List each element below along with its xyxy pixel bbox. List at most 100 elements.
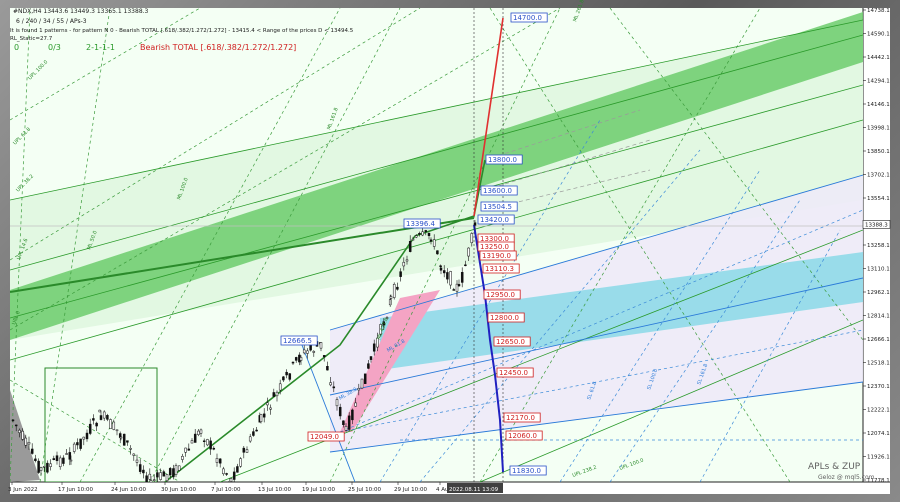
candle-body: [30, 448, 34, 454]
candle-body: [432, 239, 436, 247]
candle-body: [342, 420, 345, 426]
candle-body: [88, 423, 92, 434]
level-label-red: 13110.3: [485, 265, 514, 273]
candle-body: [37, 460, 40, 473]
watermark-line2: Geloz @ mql5.com: [818, 474, 875, 481]
level-box-red: [482, 263, 520, 274]
candle-body: [187, 448, 191, 451]
time-tick-label: 24 Jun 10:00: [111, 487, 146, 493]
symbol-line: #NDX,H4 13443.6 13449.3 13365.1 13388.3: [13, 8, 149, 15]
level-label-red: 12049.0: [310, 433, 339, 441]
candle-body: [329, 382, 332, 386]
candle-body: [363, 373, 367, 384]
candle-body: [69, 459, 73, 462]
time-tick-label: 19 Jul 10:00: [302, 487, 335, 493]
candle-body: [126, 440, 129, 443]
price-tick-label: 14146.1: [867, 102, 890, 108]
candle-body: [245, 449, 249, 453]
candle-body: [49, 463, 52, 467]
level-box-blue: [480, 185, 518, 196]
candle-body: [190, 440, 194, 444]
level-label-blue: 13504.5: [483, 203, 512, 211]
current-price-box: [862, 220, 891, 229]
level-label-red: 13190.0: [482, 252, 511, 260]
pink-wedge: [340, 290, 440, 432]
candle-body: [98, 409, 102, 413]
level-box-red: [505, 430, 543, 441]
level-box-blue: [403, 218, 441, 229]
level-box-red: [503, 412, 541, 423]
candle-body: [62, 457, 65, 464]
candle-body: [149, 480, 153, 482]
candle-body: [85, 432, 89, 440]
candle-body: [24, 437, 28, 446]
level-box-red: [483, 289, 521, 300]
level-label-blue: 14700.0: [513, 14, 542, 22]
candle-body: [209, 440, 212, 450]
candle-body: [439, 267, 443, 271]
candle-body: [218, 458, 222, 464]
price-tick-label: 12518.1: [867, 361, 890, 367]
time-tick-label: 3 Jun 2022: [8, 487, 38, 493]
candle-body: [408, 240, 412, 252]
candle-body: [457, 284, 461, 287]
candle-body: [27, 442, 31, 445]
candle-body: [470, 233, 474, 244]
candle-body: [255, 429, 258, 432]
price-tick-label: 12962.1: [867, 290, 890, 296]
label-upl-0: UPL 0: [11, 310, 22, 325]
candle-body: [396, 286, 399, 290]
candle-body: [335, 399, 339, 407]
candle-body: [79, 438, 82, 449]
candle-body: [152, 479, 156, 481]
candle-body: [424, 230, 428, 232]
candle-body: [122, 433, 126, 446]
price-tick-label: 13110.1: [867, 267, 890, 273]
candle-body: [446, 272, 449, 280]
candle-body: [225, 473, 228, 475]
candle-body: [109, 419, 112, 429]
level-boxes: 14700.0 13800.0 13600.0 13504.5 13420.0 13396…: [280, 12, 548, 476]
params-line: 6 / 240 / 34 / 55 / APs-3: [16, 18, 87, 25]
candle-body: [135, 459, 139, 463]
candle-body: [248, 436, 252, 442]
candle-body: [68, 452, 72, 460]
candle-body: [236, 466, 239, 473]
zigzag-green: [10, 217, 475, 293]
candle-body: [319, 342, 323, 349]
candle-body: [159, 472, 162, 480]
level-label-red: 13250.0: [480, 243, 509, 251]
candle-body: [212, 447, 216, 450]
level-label-blue: 13396.4: [406, 220, 435, 228]
grey-zone: [10, 390, 40, 482]
candle-body: [138, 464, 142, 472]
candle-body: [193, 433, 197, 443]
candle-body: [272, 392, 276, 397]
candle-body: [184, 447, 187, 453]
counter-c: 2-1-1-1: [86, 43, 115, 52]
candle-body: [129, 448, 132, 450]
time-tick-label: 30 Jun 10:00: [161, 487, 196, 493]
level-box-red: [479, 250, 517, 261]
price-axis: 14738.1 14590.1 14442.1 14294.1 14146.1 13998…: [862, 8, 891, 484]
candle-body: [369, 356, 373, 360]
candle-body: [266, 402, 269, 406]
level-label-red: 12800.0: [490, 314, 519, 322]
price-tick-label: 13258.1: [867, 243, 890, 249]
candle-body: [414, 235, 418, 238]
candle-body: [360, 378, 364, 389]
candle-body: [402, 261, 406, 267]
candle-body: [452, 289, 456, 291]
level-box-blue: [510, 12, 548, 23]
candle-body: [46, 462, 49, 473]
candle-body: [34, 458, 37, 461]
time-tick-label: 17 Jun 10:00: [58, 487, 93, 493]
level-label-red: 12450.0: [499, 369, 528, 377]
candle-body: [399, 271, 402, 277]
candle-body: [252, 431, 255, 436]
candle-body: [197, 430, 200, 435]
time-tick-label: 25 Jul 10:00: [348, 487, 381, 493]
pattern-line: It is found 1 patterns - for pattern N 0…: [10, 28, 354, 34]
